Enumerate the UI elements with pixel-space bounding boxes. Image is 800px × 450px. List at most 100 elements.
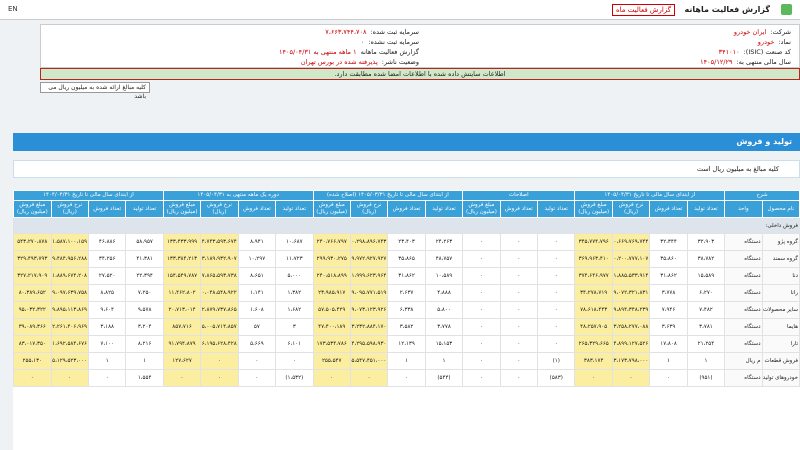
unit-select[interactable]: کلیه مبالغ ارائه شده به میلیون ریال می ب… [40, 82, 150, 100]
section-note: کلیه مبالغ به میلیون ریال است [13, 160, 800, 178]
cell: ۱۴،۷۴۳،۵۹۳،۶۷۴ [200, 233, 239, 251]
cell: ۲۴۰،۵۱۸،۸۹۹ [312, 267, 351, 285]
cell: ۲۳،۹۸۵،۹۱۷ [312, 284, 351, 302]
cell: ۵،۸۰۰ [424, 301, 464, 319]
info-field: سرمایه ثبت شده:۷،۶۶۳،۷۴۴،۷۰۸ [325, 28, 419, 36]
cell: ۲۴۰،۷۶۶،۷۹۷ [312, 233, 351, 251]
cell: ۰ [611, 369, 651, 387]
cell: ۴۸،۲۵۷،۹۰۵ [574, 318, 613, 336]
cell: ۹،۰۹۷،۶۳۹،۷۵۸ [50, 284, 89, 302]
section-row: فروش داخلی: [13, 217, 800, 234]
cell: ۴۷،۴۰۰،۱۸۹ [312, 318, 351, 336]
header-cell: شرح [724, 190, 800, 201]
info-label: کد صنعت (ISIC): [743, 48, 791, 56]
data-row: سایر محصولات دستگاه ۷،۴۸۲ ۷،۹۴۶ ۹،۸۹۴،۳۴۸،۲۳… [13, 301, 800, 319]
cell: ۰ [462, 250, 501, 268]
cell: (۵۴۴) [424, 369, 464, 387]
info-value: پذیرفته شده در بورس تهران [300, 58, 378, 66]
info-label: گزارش فعالیت ماهانه [360, 48, 419, 56]
cell: ۱۶،۱۹۵،۶۲۸،۴۲۸ [200, 335, 239, 353]
cell: ۳۴،۲۷۸،۷۱۹ [574, 284, 613, 302]
cell: ۰ [462, 335, 501, 353]
cell: ۱۲،۲۶۱،۴۰۶،۹۶۹ [50, 318, 89, 336]
cell: ۲۱،۲۵۴ [686, 335, 726, 353]
cell: ۰ [462, 233, 501, 251]
cell: ۱ [686, 352, 726, 370]
cell: ۱ [87, 352, 127, 370]
cell: ۲۵۵،۵۴۷ [312, 352, 351, 370]
row-label: دستگاه [724, 267, 763, 285]
cell: ۳۷۴،۶۴۶،۹۷۷ [574, 267, 613, 285]
cell: ۲۵۵،۵۴۷،۴۵۱،۰۰۰ [349, 352, 389, 370]
section-header: تولید و فروش [13, 133, 800, 151]
cell: ۱۵،۰۰۵،۷۱۴،۸۵۷ [200, 318, 239, 336]
info-value: ۷،۶۶۳،۷۴۴،۷۰۸ [325, 28, 367, 36]
cell: ۱ [387, 352, 426, 370]
cell: ۱۷۳،۵۳۴،۷۸۶ [312, 335, 351, 353]
cell: ۰ [649, 369, 688, 387]
row-label: دستگاه [724, 335, 763, 353]
cell: ۴،۸۸۸ [424, 284, 464, 302]
cell: (۹۵۱) [686, 369, 726, 387]
info-field: گزارش فعالیت ماهانه۱ ماهه منتهی به ۱۴۰۵/… [279, 48, 419, 56]
page-title: گزارش فعالیت ماهانه [684, 5, 770, 14]
cell: ۳،۵۸۲ [387, 318, 426, 336]
language-button[interactable]: EN [8, 5, 18, 13]
cell: ۳۵،۸۶۵ [387, 250, 426, 268]
row-label: فروش قطعات و لوازم [761, 352, 800, 370]
group-header: از ابتدای سال مالی تا تاریخ ۱۴۰۴/۰۴/۳۱ [13, 190, 164, 201]
cell: ۱۱،۷۲۳ [275, 250, 314, 268]
cell: ۷،۹۴۶ [649, 301, 688, 319]
cell: ۵۷ [237, 318, 277, 336]
cell: ۱۱،۶۹۲،۵۸۴،۶۷۶ [50, 335, 89, 353]
subheader: تعداد تولید [275, 200, 314, 218]
cell: ۱۳،۲۳۲،۸۸۴،۱۷۰ [349, 318, 389, 336]
cell: ۹،۸۹۴،۳۴۸،۲۳۹ [611, 301, 651, 319]
cell: ۱۰،۲۹۸،۸۹۶،۷۴۳ [349, 233, 389, 251]
info-field: وضعیت ناشر:پذیرفته شده در بورس تهران [301, 58, 419, 66]
cell: ۹،۹۷۲،۹۲۷،۹۲۷ [349, 250, 389, 268]
row-label: رانا [761, 284, 800, 302]
cell: ۱۵،۱۵۳ [424, 335, 464, 353]
cell: ۲۵۵،۱۳۰ [13, 352, 52, 370]
cell: ۳۴،۲۵۶ [87, 250, 127, 268]
cell: ۳ [275, 318, 314, 336]
cell: ۳۸،۷۸۲ [686, 250, 726, 268]
nav-next[interactable] [781, 4, 792, 15]
cell: ۰ [50, 369, 89, 387]
info-label: سال مالی منتهی به: [736, 58, 791, 66]
cell: ۷۸،۶۱۸،۴۴۳ [574, 301, 613, 319]
cell: ۰ [537, 318, 576, 336]
cell: ۳۲۷،۲۱۷،۹۰۹ [13, 267, 52, 285]
cell: ۰ [499, 250, 539, 268]
data-row: تارا دستگاه ۲۱،۲۵۴ ۱۷،۸۰۸ ۱۴،۸۹۹،۱۲۷،۵۲۶ ۲۶۵،… [13, 335, 800, 353]
cell: ۲۷،۵۲۰ [87, 267, 127, 285]
cell: ۳۸۳،۱۷۳،۷۹۸،۰۰۰ [611, 352, 651, 370]
info-field: شرکت:ایران خودرو [734, 28, 791, 36]
row-label: دستگاه [724, 301, 763, 319]
cell: ۰ [237, 369, 277, 387]
row-label: گروه پژو [761, 233, 800, 251]
subheader: مبلغ فروش (میلیون ریال) [162, 200, 202, 218]
cell: ۱۰،۲۹۷ [237, 250, 277, 268]
info-field: سال مالی منتهی به:۱۴۰۵/۱۲/۲۹ [700, 58, 791, 66]
subheader: تعداد فروش [237, 200, 277, 218]
cell: ۳۴۵،۷۷۴،۷۹۶ [574, 233, 613, 251]
cell: ۳،۷۷۸ [649, 284, 688, 302]
info-value: خودرو [757, 38, 775, 46]
info-label: سرمایه ثبت نشده: [368, 38, 419, 46]
cell: ۰ [499, 267, 539, 285]
subheader: مبلغ فروش (میلیون ریال) [312, 200, 351, 218]
cell: ۱۱،۸۸۹،۶۷۴،۲۰۸ [50, 267, 89, 285]
data-row: رانا دستگاه ۶،۲۷۰ ۳،۷۷۸ ۹،۰۷۲،۳۲۱،۸۳۱ ۳۴،۲۷۸،… [13, 284, 800, 302]
subheader: تعداد فروش [87, 200, 127, 218]
cell: ۱۴،۸۹۹،۱۲۷،۵۲۶ [611, 335, 651, 353]
cell: ۳۲،۳۴۴ [649, 233, 688, 251]
top-bar: EN گزارش فعالیت ماهانه گزارش فعالیت ماه [0, 0, 800, 20]
cell: ۲۳،۴۰۳ [387, 233, 426, 251]
cell: ۱ [424, 352, 464, 370]
cell: ۸،۸۲۵ [87, 284, 127, 302]
cell: ۰ [462, 352, 501, 370]
info-value: ۱ ماهه منتهی به ۱۴۰۵/۰۴/۳۱ [279, 48, 357, 56]
cell: ۴۱،۳۸۱ [125, 250, 164, 268]
